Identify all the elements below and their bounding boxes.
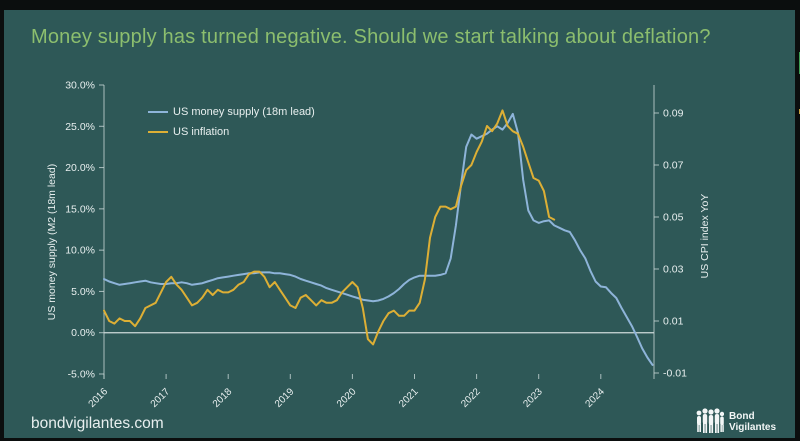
legend-label-money-supply: US money supply (18m lead) bbox=[173, 106, 315, 118]
logo-text-line2: Vigilantes bbox=[729, 422, 777, 433]
line-chart: 30.0% 25.0% 20.0% 15.0% 10.0% 5.0% 0.0% -5.0% 0.… bbox=[65, 80, 687, 410]
logo-text: Bond Vigilantes bbox=[729, 411, 776, 434]
left-axis-tick-label: 20.0% bbox=[65, 162, 95, 174]
x-axis-tick-label: 2017 bbox=[149, 386, 173, 410]
right-axis-tick-label: 0.09 bbox=[663, 108, 684, 120]
logo-text-line1: Bond bbox=[729, 410, 755, 422]
x-axis-tick-label: 2024 bbox=[583, 386, 607, 410]
right-axis-tick-label: 0.03 bbox=[663, 264, 684, 276]
x-axis-tick-label: 2022 bbox=[459, 386, 483, 410]
page-title: Money supply has turned negative. Should… bbox=[31, 26, 711, 48]
inflation-line bbox=[103, 109, 556, 346]
left-axis-title-text: US money supply (M2 (18m lead) bbox=[46, 163, 58, 321]
x-axis-tick-label: 2023 bbox=[521, 386, 545, 410]
legend-label-inflation: US inflation bbox=[173, 126, 230, 138]
x-axis-tick-label: 2018 bbox=[211, 386, 235, 410]
left-axis-tick-label: 25.0% bbox=[65, 121, 95, 133]
right-axis-title-text: US CPI index YoY bbox=[699, 193, 711, 279]
money-supply-line bbox=[103, 112, 654, 366]
x-axis-tick-label: 2021 bbox=[397, 386, 421, 410]
people-silhouettes-icon bbox=[696, 408, 724, 433]
x-axis-tick-label: 2016 bbox=[87, 386, 111, 410]
left-axis-tick-label: 10.0% bbox=[65, 245, 95, 257]
left-axis-tick-label: 15.0% bbox=[65, 203, 95, 215]
left-axis-tick-label: -5.0% bbox=[68, 369, 95, 381]
left-axis-tick-label: 30.0% bbox=[65, 80, 95, 92]
inflation-line-swatch bbox=[148, 131, 168, 133]
legend-item-inflation: US inflation bbox=[148, 125, 315, 139]
x-axis-tick-label: 2020 bbox=[335, 386, 359, 410]
left-axis-tick-label: 5.0% bbox=[71, 286, 95, 298]
right-axis-tick-label: 0.05 bbox=[663, 212, 684, 224]
right-axis-tick-label: 0.07 bbox=[663, 160, 684, 172]
bond-vigilantes-logo: Bond Vigilantes bbox=[694, 406, 776, 438]
chart-legend: US money supply (18m lead) US inflation bbox=[148, 105, 315, 145]
x-axis-tick-label: 2019 bbox=[273, 386, 297, 410]
money-supply-line-swatch bbox=[148, 111, 168, 113]
website-url: bondvigilantes.com bbox=[31, 415, 164, 432]
left-axis-tick-label: 0.0% bbox=[71, 327, 95, 339]
slide-background: Money supply has turned negative. Should… bbox=[4, 10, 800, 438]
legend-item-money-supply: US money supply (18m lead) bbox=[148, 105, 315, 119]
right-axis-tick-label: 0.01 bbox=[663, 316, 684, 328]
right-axis-tick-label: -0.01 bbox=[663, 368, 687, 380]
